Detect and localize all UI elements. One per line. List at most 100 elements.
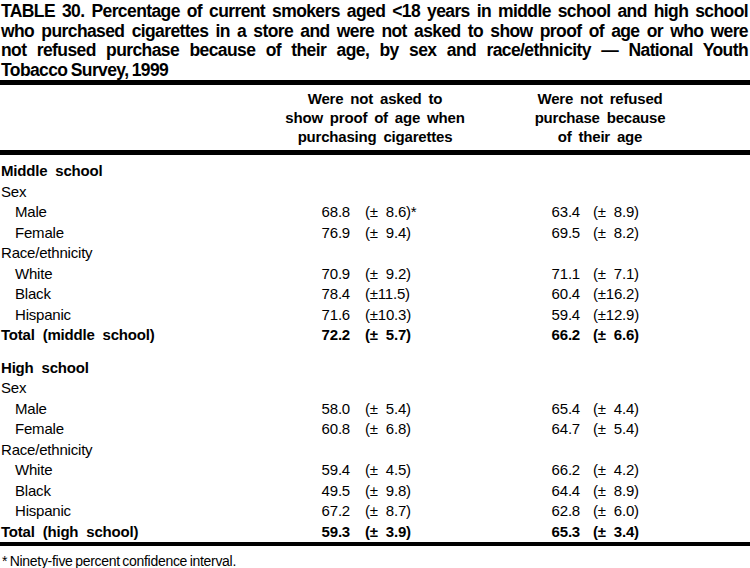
col1-value: 78.4 bbox=[300, 284, 350, 305]
col2-value bbox=[450, 440, 580, 461]
col2-ci: (± 8.2) bbox=[580, 223, 750, 244]
col1-ci bbox=[350, 161, 450, 182]
col1-ci: (± 5.4) bbox=[350, 399, 450, 420]
col2-value: 71.1 bbox=[450, 264, 580, 285]
col1-ci: (± 9.8) bbox=[350, 481, 450, 502]
col1-value: 68.8 bbox=[300, 202, 350, 223]
col1-value bbox=[300, 440, 350, 461]
col2-ci: (± 3.4) bbox=[580, 522, 750, 543]
col1-ci: (±10.3) bbox=[350, 305, 450, 326]
row-label: Black bbox=[0, 481, 300, 502]
col2-ci: (± 7.1) bbox=[580, 264, 750, 285]
col2-value bbox=[450, 182, 580, 203]
table-row: High school bbox=[0, 358, 750, 379]
table-row: Sex bbox=[0, 182, 750, 203]
row-label: Total (middle school) bbox=[0, 325, 300, 346]
table-row: Female76.9(± 9.4)69.5(± 8.2) bbox=[0, 223, 750, 244]
col2-value: 65.3 bbox=[450, 522, 580, 543]
col1-ci: (± 9.4) bbox=[350, 223, 450, 244]
table-row: Black49.5(± 9.8)64.4(± 8.9) bbox=[0, 481, 750, 502]
column-header-not-asked: Were not asked to show proof of age when… bbox=[265, 89, 485, 146]
table-row: Male68.8(± 8.6)*63.4(± 8.9) bbox=[0, 202, 750, 223]
col2-value: 66.2 bbox=[450, 460, 580, 481]
col1-value: 76.9 bbox=[300, 223, 350, 244]
row-label: Race/ethnicity bbox=[0, 440, 300, 461]
col2-ci: (± 4.2) bbox=[580, 460, 750, 481]
row-label: Female bbox=[0, 419, 300, 440]
col1-value bbox=[300, 243, 350, 264]
table-row: Male58.0(± 5.4)65.4(± 4.4) bbox=[0, 399, 750, 420]
col2-value bbox=[450, 358, 580, 379]
row-label: Female bbox=[0, 223, 300, 244]
col1-ci: (±11.5) bbox=[350, 284, 450, 305]
col1-ci bbox=[350, 378, 450, 399]
table-row: Sex bbox=[0, 378, 750, 399]
footnote: * Ninety-five percent confidence interva… bbox=[0, 546, 750, 568]
row-label: Hispanic bbox=[0, 305, 300, 326]
col1-value: 67.2 bbox=[300, 501, 350, 522]
col1-value: 70.9 bbox=[300, 264, 350, 285]
col2-ci: (± 6.6) bbox=[580, 325, 750, 346]
row-label: Sex bbox=[0, 182, 300, 203]
col1-value bbox=[300, 161, 350, 182]
col2-ci: (± 5.4) bbox=[580, 419, 750, 440]
col2-value: 65.4 bbox=[450, 399, 580, 420]
col2-value bbox=[450, 243, 580, 264]
col2-value: 62.8 bbox=[450, 501, 580, 522]
col1-ci: (± 4.5) bbox=[350, 460, 450, 481]
col1-ci bbox=[350, 182, 450, 203]
row-label: White bbox=[0, 264, 300, 285]
table-title-line: not refused purchase because of their ag… bbox=[1, 41, 748, 61]
table-title: TABLE 30. Percentage of current smokers … bbox=[0, 0, 750, 80]
table-row: Hispanic67.2(± 8.7)62.8(± 6.0) bbox=[0, 501, 750, 522]
col2-value: 69.5 bbox=[450, 223, 580, 244]
col1-ci bbox=[350, 440, 450, 461]
col2-value: 59.4 bbox=[450, 305, 580, 326]
table-row: Hispanic71.6(±10.3)59.4(±12.9) bbox=[0, 305, 750, 326]
table-row: Total (high school)59.3(± 3.9)65.3(± 3.4… bbox=[0, 522, 750, 543]
row-label: High school bbox=[0, 358, 300, 379]
document-page: TABLE 30. Percentage of current smokers … bbox=[0, 0, 750, 568]
table-title-line: Tobacco Survey, 1999 bbox=[1, 61, 748, 81]
col1-value bbox=[300, 358, 350, 379]
col1-value: 72.2 bbox=[300, 325, 350, 346]
col2-ci bbox=[580, 440, 750, 461]
col1-ci: (± 8.6)* bbox=[350, 202, 450, 223]
col1-value: 60.8 bbox=[300, 419, 350, 440]
row-label: White bbox=[0, 460, 300, 481]
col2-ci bbox=[580, 378, 750, 399]
col1-ci: (± 5.7) bbox=[350, 325, 450, 346]
table-row: Race/ethnicity bbox=[0, 243, 750, 264]
col2-value: 60.4 bbox=[450, 284, 580, 305]
col2-ci bbox=[580, 161, 750, 182]
row-label: Total (high school) bbox=[0, 522, 300, 543]
table-title-line: TABLE 30. Percentage of current smokers … bbox=[1, 2, 748, 22]
row-label: Race/ethnicity bbox=[0, 243, 300, 264]
table-row: Black78.4(±11.5)60.4(±16.2) bbox=[0, 284, 750, 305]
table-body: Middle schoolSexMale68.8(± 8.6)*63.4(± 8… bbox=[0, 155, 750, 542]
col2-ci: (± 6.0) bbox=[580, 501, 750, 522]
table-title-line: who purchased cigarettes in a store and … bbox=[1, 22, 748, 42]
column-header-row: Were not asked to show proof of age when… bbox=[0, 85, 750, 150]
row-label: Hispanic bbox=[0, 501, 300, 522]
col2-value bbox=[450, 378, 580, 399]
table-row: White70.9(± 9.2)71.1(± 7.1) bbox=[0, 264, 750, 285]
col1-value bbox=[300, 182, 350, 203]
col1-value: 71.6 bbox=[300, 305, 350, 326]
col1-ci: (± 8.7) bbox=[350, 501, 450, 522]
col1-ci bbox=[350, 358, 450, 379]
col2-value: 63.4 bbox=[450, 202, 580, 223]
col2-value: 64.7 bbox=[450, 419, 580, 440]
col2-ci: (±16.2) bbox=[580, 284, 750, 305]
row-label: Black bbox=[0, 284, 300, 305]
col2-value: 66.2 bbox=[450, 325, 580, 346]
col2-ci: (± 4.4) bbox=[580, 399, 750, 420]
col2-value: 64.4 bbox=[450, 481, 580, 502]
row-label: Male bbox=[0, 202, 300, 223]
col2-ci: (±12.9) bbox=[580, 305, 750, 326]
table-row: Middle school bbox=[0, 161, 750, 182]
col1-value bbox=[300, 378, 350, 399]
column-header-not-refused: Were not refused purchase because of the… bbox=[490, 89, 710, 146]
table-row: Total (middle school)72.2(± 5.7)66.2(± 6… bbox=[0, 325, 750, 346]
row-label: Sex bbox=[0, 378, 300, 399]
